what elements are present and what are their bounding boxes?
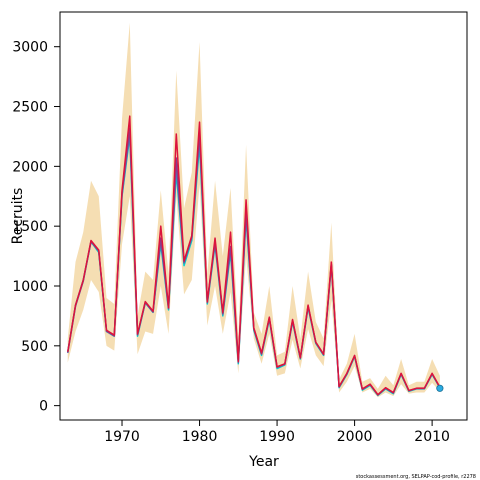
x-tick-label: 2000 bbox=[337, 429, 373, 445]
end-point-marker bbox=[436, 384, 444, 392]
y-tick-label: 3000 bbox=[12, 40, 48, 56]
credit-text: stockassessment.org, SELPAP-cod-profile,… bbox=[356, 474, 476, 480]
x-tick-label: 1990 bbox=[259, 429, 295, 445]
y-tick-label: 1500 bbox=[12, 219, 48, 235]
x-axis: 1970 1980 1990 2000 2010 bbox=[104, 420, 450, 445]
plot-frame bbox=[59, 11, 468, 421]
x-tick-label: 1970 bbox=[104, 429, 140, 445]
confidence-band-layer bbox=[67, 22, 440, 398]
confidence-band bbox=[67, 22, 440, 398]
end-marker-layer bbox=[436, 384, 444, 392]
series-layer bbox=[67, 115, 441, 397]
x-tick-label: 1980 bbox=[182, 429, 218, 445]
x-axis-title: Year bbox=[248, 454, 279, 470]
y-axis: 0 500 1000 1500 2000 2500 3000 bbox=[12, 40, 60, 415]
y-axis-title: Recruits bbox=[10, 188, 26, 245]
y-tick-label: 500 bbox=[21, 339, 48, 355]
series-line-4 bbox=[67, 115, 441, 396]
y-tick-label: 1000 bbox=[12, 279, 48, 295]
y-tick-label: 2000 bbox=[12, 159, 48, 175]
y-tick-label: 0 bbox=[39, 399, 48, 415]
y-tick-label: 2500 bbox=[12, 100, 48, 116]
x-tick-label: 2010 bbox=[414, 429, 450, 445]
